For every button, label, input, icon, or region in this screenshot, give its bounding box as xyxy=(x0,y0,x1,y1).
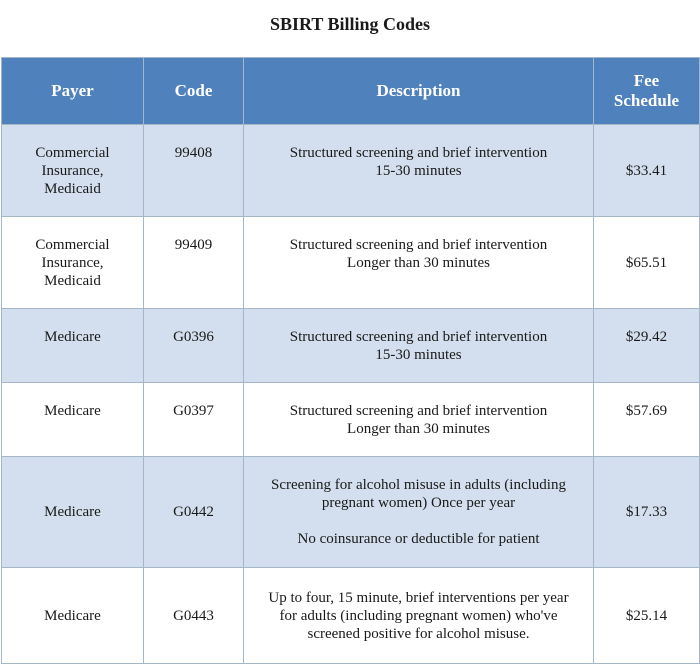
fee-cell: $65.51 xyxy=(593,216,700,309)
description-line: 15-30 minutes xyxy=(375,347,462,363)
code-text: 99408 xyxy=(174,145,213,161)
code-cell: G0397 xyxy=(143,382,244,457)
code-text: G0443 xyxy=(173,607,214,624)
payer-line: Medicare xyxy=(44,329,101,345)
fee-text: $25.14 xyxy=(625,607,668,624)
column-header-payer: Payer xyxy=(1,57,144,125)
description-line: Screening for alcohol misuse in adults (… xyxy=(271,477,566,493)
fee-text: $57.69 xyxy=(625,403,668,419)
code-cell: G0442 xyxy=(143,456,244,568)
description-line: 15-30 minutes xyxy=(375,163,462,179)
description-line: Structured screening and brief intervent… xyxy=(289,145,548,161)
payer-cell: Commercial Insurance, Medicaid xyxy=(1,124,144,217)
description-cell: Structured screening and brief intervent… xyxy=(243,216,594,309)
code-cell: 99408 xyxy=(143,124,244,217)
description-cell: Structured screening and brief intervent… xyxy=(243,308,594,383)
fee-header-text: Fee Schedule xyxy=(613,71,680,110)
payer-line: Commercial xyxy=(35,237,110,253)
fee-text: $29.42 xyxy=(625,329,668,345)
page-title: SBIRT Billing Codes xyxy=(269,14,431,34)
code-text: G0397 xyxy=(173,403,214,419)
code-cell: G0396 xyxy=(143,308,244,383)
description-line: Structured screening and brief intervent… xyxy=(289,329,548,345)
table-row: Commercial Insurance, Medicaid 99408 Str… xyxy=(1,124,700,217)
table-row: Commercial Insurance, Medicaid 99409 Str… xyxy=(1,216,700,309)
payer-cell: Commercial Insurance, Medicaid xyxy=(1,216,144,309)
payer-line: Medicare xyxy=(44,504,101,520)
table-row: Medicare G0396 Structured screening and … xyxy=(1,308,700,383)
description-line: Longer than 30 minutes xyxy=(347,255,490,271)
description-cell: Structured screening and brief intervent… xyxy=(243,382,594,457)
code-cell: 99409 xyxy=(143,216,244,309)
payer-cell: Medicare xyxy=(1,567,144,664)
code-text: G0396 xyxy=(173,329,214,345)
column-header-description: Description xyxy=(243,57,594,125)
fee-cell: $33.41 xyxy=(593,124,700,217)
code-cell: G0443 xyxy=(143,567,244,664)
description-cell: Screening for alcohol misuse in adults (… xyxy=(243,456,594,568)
payer-cell: Medicare xyxy=(1,456,144,568)
description-line: Longer than 30 minutes xyxy=(347,421,490,437)
payer-cell: Medicare xyxy=(1,308,144,383)
fee-text: $33.41 xyxy=(625,163,668,179)
payer-line: Medicaid xyxy=(44,181,101,197)
payer-line: Insurance, xyxy=(41,255,104,271)
column-header-fee-schedule: Fee Schedule xyxy=(593,57,700,125)
billing-codes-table: Payer Code Description Fee Schedule Comm… xyxy=(1,57,700,664)
description-spacer xyxy=(244,512,593,530)
payer-line: Medicaid xyxy=(44,273,101,289)
description-line: for adults (including pregnant women) wh… xyxy=(279,607,558,624)
fee-cell: $25.14 xyxy=(593,567,700,664)
fee-text: $17.33 xyxy=(625,504,668,520)
column-header-code: Code xyxy=(143,57,244,125)
description-line: pregnant women) Once per year xyxy=(321,495,516,511)
table-row: Medicare G0443 Up to four, 15 minute, br… xyxy=(1,567,700,664)
payer-line: Medicare xyxy=(44,607,101,624)
payer-line: Commercial xyxy=(35,145,110,161)
description-line: No coinsurance or deductible for patient xyxy=(297,531,540,547)
payer-line: Medicare xyxy=(44,403,101,419)
payer-cell: Medicare xyxy=(1,382,144,457)
code-text: G0442 xyxy=(173,504,214,520)
description-cell: Up to four, 15 minute, brief interventio… xyxy=(243,567,594,664)
table-header-row: Payer Code Description Fee Schedule xyxy=(1,57,700,125)
description-line: Up to four, 15 minute, brief interventio… xyxy=(268,589,569,606)
fee-cell: $57.69 xyxy=(593,382,700,457)
payer-line: Insurance, xyxy=(41,163,104,179)
table-row: Medicare G0397 Structured screening and … xyxy=(1,382,700,457)
fee-cell: $17.33 xyxy=(593,456,700,568)
description-line: screened positive for alcohol misuse. xyxy=(307,625,530,642)
code-text: 99409 xyxy=(174,237,213,253)
fee-text: $65.51 xyxy=(625,255,668,271)
description-line: Structured screening and brief intervent… xyxy=(289,403,548,419)
fee-cell: $29.42 xyxy=(593,308,700,383)
description-line: Structured screening and brief intervent… xyxy=(289,237,548,253)
description-cell: Structured screening and brief intervent… xyxy=(243,124,594,217)
table-row: Medicare G0442 Screening for alcohol mis… xyxy=(1,456,700,568)
